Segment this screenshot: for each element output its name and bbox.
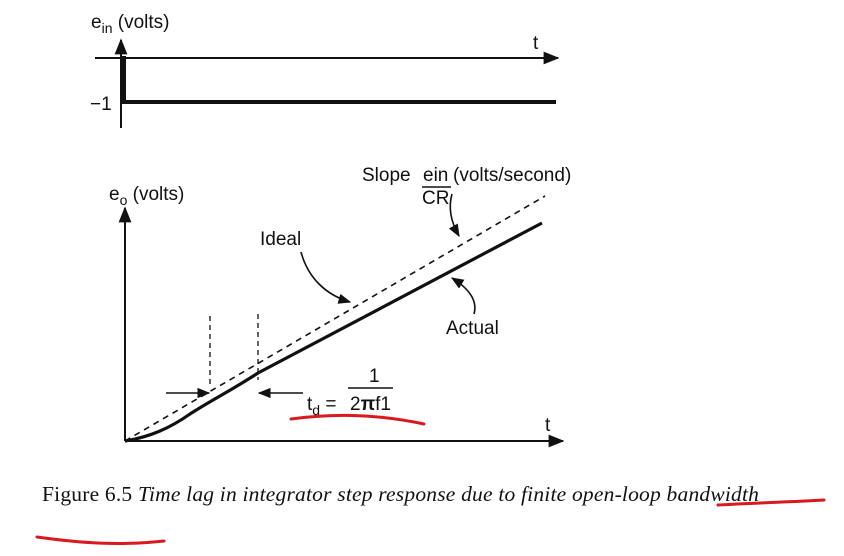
- td-numerator: 1: [369, 366, 380, 387]
- input-step-plot: ein (volts) t −1: [90, 12, 560, 128]
- figure-number: Figure 6.5: [42, 482, 133, 506]
- ideal-ramp-line: [124, 195, 546, 442]
- ideal-label: Ideal: [260, 229, 301, 250]
- top-x-axis-label: t: [533, 33, 539, 54]
- td-denominator: 2πf1: [350, 394, 391, 415]
- slope-denominator: CR: [422, 188, 449, 209]
- caption-open-loop: open-loop: [571, 482, 661, 506]
- top-level-label: −1: [90, 94, 112, 115]
- slope-prefix: Slope: [362, 165, 411, 186]
- red-underline-open-loop: [716, 498, 826, 507]
- input-step-waveform: [121, 56, 556, 104]
- figure-caption: Figure 6.5 Time lag in integrator step r…: [42, 478, 832, 510]
- red-annotations: [35, 413, 826, 546]
- actual-pointer: [450, 277, 476, 315]
- bottom-x-axis-label: t: [545, 415, 551, 436]
- caption-bandwidth: bandwidth: [666, 482, 760, 506]
- output-ramp-plot: eo (volts) t Slope ein CR (volts/second)…: [109, 165, 571, 448]
- slope-unit: (volts/second): [453, 165, 571, 186]
- td-label: td =: [307, 394, 336, 418]
- ideal-pointer: [300, 251, 352, 304]
- bottom-y-axis-label: eo (volts): [109, 184, 184, 208]
- red-underline-td: [289, 413, 426, 426]
- slope-pointer: [448, 193, 460, 238]
- red-underline-bandwidth: [35, 535, 166, 546]
- caption-text: Time lag in integrator step response due…: [137, 482, 567, 506]
- actual-ramp-curve: [124, 221, 543, 443]
- top-y-axis-label: ein (volts): [91, 12, 169, 36]
- actual-label: Actual: [446, 318, 499, 339]
- slope-numerator: ein: [423, 165, 448, 186]
